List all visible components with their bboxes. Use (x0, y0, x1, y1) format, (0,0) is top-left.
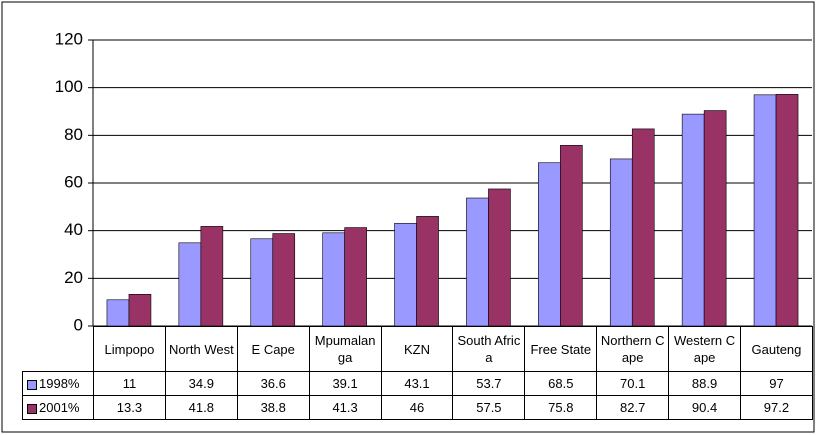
bar (753, 94, 777, 327)
x-tick-label: Northern Cape (596, 326, 670, 372)
x-tick-label: Western Cape (668, 326, 742, 372)
y-tick-label: 20 (64, 268, 83, 287)
x-tick-label: Mpumalanga (308, 326, 382, 372)
x-tick-label: Gauteng (740, 326, 813, 372)
value-cell: 88.9 (668, 371, 742, 396)
value-cell: 41.3 (308, 395, 382, 420)
value-cell: 36.6 (236, 371, 310, 396)
value-cell: 38.8 (236, 395, 310, 420)
series-row: 2001% 13.3 41.8 38.8 41.3 46 57.5 75.8 82.7 90.4 9… (22, 395, 813, 420)
value-cell: 97 (740, 371, 813, 396)
bar (538, 162, 561, 327)
bar (272, 233, 296, 327)
value-cell: 82.7 (596, 395, 670, 420)
bar (488, 188, 511, 327)
legend-label: 2001% (39, 400, 80, 415)
x-tick-label: Free State (524, 326, 598, 372)
x-tick-label: North West (164, 326, 238, 372)
value-cell: 39.1 (308, 371, 382, 396)
value-cell: 53.7 (452, 371, 526, 396)
y-tick-label: 60 (64, 172, 83, 191)
bar (703, 110, 727, 327)
bar (128, 294, 152, 327)
y-tick-label: 100 (55, 77, 83, 96)
series-row: 1998% 11 34.9 36.6 39.1 43.1 53.7 68.5 70.1 88.9 9… (22, 371, 813, 396)
bar (178, 242, 202, 327)
bar (250, 238, 274, 327)
legend-swatch (27, 403, 37, 414)
value-cell: 34.9 (164, 371, 238, 396)
bar (631, 128, 655, 327)
data-table: Limpopo North West E Cape Mpumalanga KZN Sout… (22, 326, 813, 420)
x-tick-label: Limpopo (93, 326, 166, 372)
bar (775, 94, 799, 327)
x-tick-label: E Cape (236, 326, 310, 372)
value-cell: 97.2 (740, 395, 813, 420)
bar (394, 222, 417, 327)
bar (681, 113, 705, 327)
value-cell: 13.3 (93, 395, 166, 420)
value-cell: 70.1 (596, 371, 670, 396)
value-cell: 68.5 (524, 371, 598, 396)
x-tick-label: KZN (380, 326, 454, 372)
corner (22, 326, 94, 372)
bar (560, 145, 583, 327)
bar (200, 226, 224, 327)
header-row: Limpopo North West E Cape Mpumalanga KZN Sout… (22, 326, 813, 372)
y-tick-label: 120 (55, 29, 83, 48)
y-tick-label: 0 (74, 315, 83, 334)
bar (416, 216, 439, 327)
bar (322, 232, 345, 327)
value-cell: 41.8 (164, 395, 238, 420)
value-cell: 43.1 (380, 371, 454, 396)
value-cell: 46 (380, 395, 454, 420)
bar (609, 158, 633, 327)
bar (344, 227, 367, 327)
legend-swatch (27, 379, 37, 390)
value-cell: 90.4 (668, 395, 742, 420)
legend-label: 1998% (39, 376, 80, 391)
y-tick-label: 80 (64, 125, 83, 144)
y-tick-label: 40 (64, 220, 83, 239)
value-cell: 57.5 (452, 395, 526, 420)
bar (466, 197, 489, 327)
legend-entry: 2001% (22, 395, 94, 420)
value-cell: 75.8 (524, 395, 598, 420)
x-tick-label: South Africa (452, 326, 526, 372)
value-cell: 11 (93, 371, 166, 396)
legend-entry: 1998% (22, 371, 94, 396)
bar (106, 299, 130, 327)
